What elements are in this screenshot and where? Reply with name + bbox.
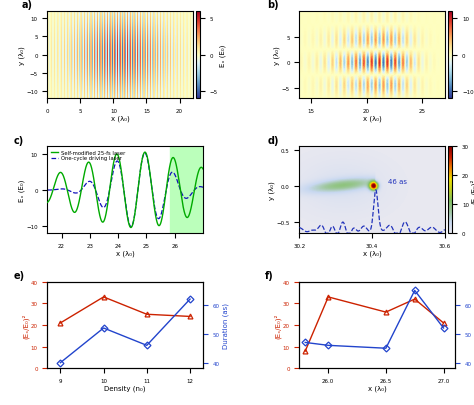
Self-modified 25-fs laser (128, 226, 134, 230)
X-axis label: x (λ₀): x (λ₀) (363, 115, 382, 121)
Y-axis label: (Eₓ/E₀)²: (Eₓ/E₀)² (470, 178, 474, 203)
Self-modified 25-fs laser (142, 150, 148, 155)
Self-modified 25-fs laser (53, 180, 58, 185)
Text: e): e) (13, 271, 24, 280)
Text: a): a) (21, 0, 32, 11)
X-axis label: x (λ₀): x (λ₀) (368, 385, 387, 391)
Self-modified 25-fs laser (196, 169, 201, 174)
X-axis label: x (λ₀): x (λ₀) (363, 249, 382, 256)
Text: 46 as: 46 as (389, 178, 408, 184)
Bar (171, 147, 203, 234)
Y-axis label: Eₓ (E₀): Eₓ (E₀) (219, 44, 226, 66)
Legend: Self-modified 25-fs laser, One-cycle driving laser: Self-modified 25-fs laser, One-cycle dri… (48, 148, 127, 163)
Y-axis label: Duration (as): Duration (as) (222, 303, 229, 348)
Self-modified 25-fs laser (167, 163, 173, 168)
Self-modified 25-fs laser (200, 167, 206, 172)
Self-modified 25-fs laser (116, 156, 122, 161)
Line: One-cycle driving laser: One-cycle driving laser (47, 153, 203, 227)
Text: d): d) (267, 135, 279, 145)
One-cycle driving laser (167, 173, 173, 178)
One-cycle driving laser (128, 225, 134, 230)
X-axis label: x (λ₀): x (λ₀) (111, 115, 129, 121)
X-axis label: Density (n₀): Density (n₀) (104, 385, 146, 391)
Y-axis label: y (λ₀): y (λ₀) (268, 181, 275, 200)
Self-modified 25-fs laser (120, 182, 126, 187)
Y-axis label: y (λ₀): y (λ₀) (273, 46, 280, 65)
One-cycle driving laser (196, 185, 201, 190)
Y-axis label: (Eₓ/E₀)²: (Eₓ/E₀)² (22, 313, 29, 338)
Text: b): b) (267, 0, 279, 11)
Line: Self-modified 25-fs laser: Self-modified 25-fs laser (47, 153, 203, 228)
Y-axis label: y (λ₀): y (λ₀) (18, 46, 25, 65)
Self-modified 25-fs laser (196, 169, 201, 174)
One-cycle driving laser (53, 188, 58, 192)
One-cycle driving laser (200, 185, 206, 190)
One-cycle driving laser (142, 151, 148, 156)
Y-axis label: (Eₓ/E₀)²: (Eₓ/E₀)² (274, 313, 282, 338)
One-cycle driving laser (196, 185, 201, 190)
X-axis label: x (λ₀): x (λ₀) (116, 249, 135, 256)
Text: f): f) (265, 271, 274, 280)
One-cycle driving laser (45, 188, 50, 193)
Y-axis label: Eₓ (E₀): Eₓ (E₀) (18, 179, 25, 202)
One-cycle driving laser (116, 161, 122, 166)
Text: c): c) (13, 135, 23, 145)
Self-modified 25-fs laser (45, 200, 50, 205)
One-cycle driving laser (120, 183, 126, 188)
